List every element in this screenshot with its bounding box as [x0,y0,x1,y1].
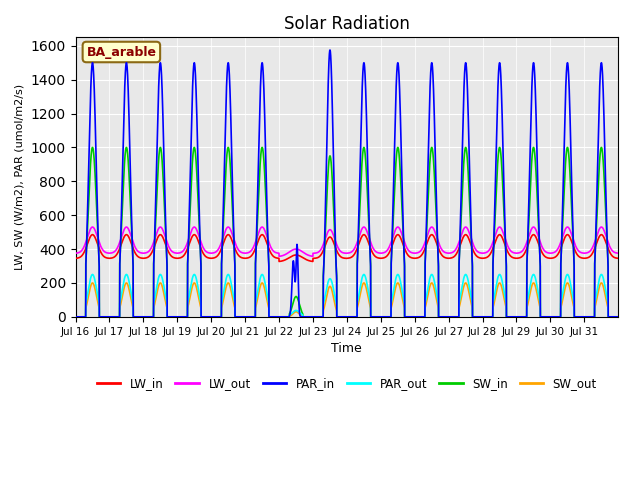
LW_in [496,232,504,238]
LW_in [72,255,79,261]
LW_in [536,246,544,252]
LW_in [396,234,404,240]
LW_in [89,232,97,238]
PAR_in [536,314,544,320]
Line: LW_out: LW_out [76,227,618,256]
SW_out [496,280,504,286]
SW_in [496,144,504,150]
SW_in [614,314,622,320]
SW_in [89,144,97,150]
LW_in [184,244,192,250]
PAR_in [367,314,375,320]
SW_in [367,314,375,320]
SW_out [614,314,622,320]
PAR_in [614,314,622,320]
SW_in [522,314,530,320]
SW_out [396,285,404,290]
PAR_out [396,276,404,282]
LW_in [275,259,283,264]
Line: PAR_in: PAR_in [76,50,618,317]
SW_in [184,250,192,255]
X-axis label: Time: Time [332,342,362,355]
SW_out [184,303,192,309]
SW_out [367,314,375,320]
SW_out [522,314,530,320]
SW_in [536,314,544,320]
PAR_out [367,314,375,320]
PAR_out [522,314,530,320]
PAR_in [72,314,79,320]
Line: PAR_out: PAR_out [76,275,618,317]
LW_in [614,255,622,261]
PAR_out [614,314,622,320]
LW_out [275,253,283,259]
LW_out [496,224,504,230]
LW_out [89,224,97,230]
Line: SW_in: SW_in [76,147,618,317]
PAR_in [522,314,530,320]
SW_in [72,314,79,320]
PAR_out [72,314,79,320]
SW_in [396,165,404,171]
LW_in [367,247,375,252]
Y-axis label: LW, SW (W/m2), PAR (umol/m2/s): LW, SW (W/m2), PAR (umol/m2/s) [15,84,25,270]
PAR_out [184,298,192,303]
LW_out [536,240,544,246]
Line: SW_out: SW_out [76,283,618,317]
PAR_in [496,60,504,66]
PAR_out [536,314,544,320]
Title: Solar Radiation: Solar Radiation [284,15,410,33]
LW_in [523,246,531,252]
LW_out [614,250,622,256]
SW_out [89,280,97,286]
SW_out [536,314,544,320]
PAR_in [396,102,404,108]
PAR_in [326,47,334,53]
PAR_out [89,272,97,277]
LW_out [184,238,192,243]
LW_out [523,240,531,246]
Line: LW_in: LW_in [76,235,618,262]
Legend: LW_in, LW_out, PAR_in, PAR_out, SW_in, SW_out: LW_in, LW_out, PAR_in, PAR_out, SW_in, S… [92,372,602,395]
SW_out [72,314,79,320]
LW_out [396,227,404,233]
LW_out [367,241,375,247]
PAR_out [496,272,504,277]
Text: BA_arable: BA_arable [86,46,156,59]
PAR_in [184,251,192,257]
LW_out [72,251,79,256]
